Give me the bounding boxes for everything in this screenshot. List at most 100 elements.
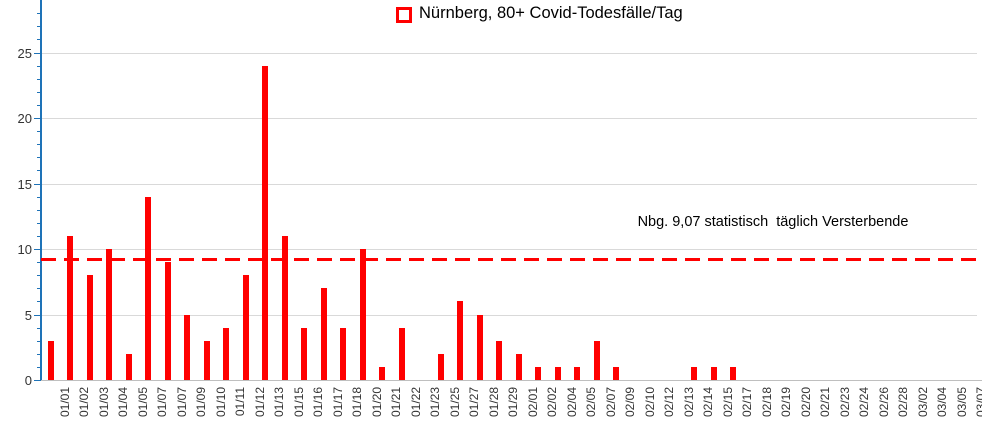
major-tick-5 (34, 314, 41, 316)
major-tick-15 (34, 183, 41, 185)
bar-01/09-value-5 (184, 314, 191, 380)
x-axis-label-26-02/04: 02/04 (564, 387, 579, 418)
bar-02/17-value-1 (730, 366, 737, 380)
x-axis-label-17-01/21: 01/21 (389, 387, 404, 418)
minor-tick-22 (37, 91, 41, 93)
x-axis-label-3-01/04: 01/04 (116, 387, 131, 418)
bar-01/25-value-2 (437, 353, 444, 380)
x-axis-label-45-03/04: 03/04 (935, 387, 950, 418)
bar-01/02-value-11 (67, 235, 74, 380)
x-axis-label-6-01/07: 01/07 (174, 387, 189, 418)
bar-01/16-value-4 (301, 327, 308, 380)
x-axis-label-37-02/19: 02/19 (779, 387, 794, 418)
bar-02/07-value-3 (593, 340, 600, 380)
x-axis-label-41-02/24: 02/24 (857, 387, 872, 418)
minor-tick-28 (37, 13, 41, 15)
x-axis-label-18-01/22: 01/22 (408, 387, 423, 418)
x-axis-label-36-02/18: 02/18 (759, 387, 774, 418)
x-axis-label-40-02/23: 02/23 (837, 387, 852, 418)
y-axis-label-0: 0 (24, 373, 32, 388)
x-axis-label-22-01/28: 01/28 (486, 387, 501, 418)
minor-tick-17 (37, 157, 41, 159)
bar-01/20-value-10 (359, 249, 366, 380)
bar-01/07-value-9 (164, 262, 171, 380)
x-axis-label-42-02/26: 02/26 (876, 387, 891, 418)
x-axis-label-19-01/23: 01/23 (428, 387, 443, 418)
minor-tick-2 (37, 353, 41, 355)
bar-02/15-value-1 (710, 366, 717, 380)
x-axis-label-30-02/10: 02/10 (642, 387, 657, 418)
legend: Nürnberg, 80+ Covid-Todesfälle/Tag (396, 4, 683, 23)
minor-tick-1 (37, 366, 41, 368)
minor-tick-19 (37, 131, 41, 133)
bar-01/17-value-7 (320, 288, 327, 380)
reference-line-annotation: Nbg. 9,07 statistisch täglich Versterben… (637, 214, 909, 230)
gridline-y-25 (41, 52, 977, 54)
bar-02/02-value-1 (535, 366, 542, 380)
bar-01/27-value-6 (457, 301, 464, 380)
bar-02/09-value-1 (613, 366, 620, 380)
y-axis-label-5: 5 (24, 307, 32, 323)
bar-01/21-value-1 (379, 366, 386, 380)
legend-series-label: Nürnberg, 80+ Covid-Todesfälle/Tag (419, 4, 683, 22)
minor-tick-23 (37, 78, 41, 80)
x-axis-label-44-03/02: 03/02 (915, 387, 930, 418)
bar-02/14-value-1 (691, 366, 698, 380)
minor-tick-12 (37, 222, 41, 224)
x-axis-label-7-01/09: 01/09 (194, 387, 209, 418)
bar-01/28-value-5 (476, 314, 483, 380)
y-axis-label-25: 25 (17, 45, 32, 61)
bar-02/04-value-1 (554, 366, 561, 380)
gridline-y-20 (41, 118, 977, 119)
bar-01/10-value-3 (203, 340, 210, 380)
x-axis-label-11-01/13: 01/13 (272, 387, 287, 418)
x-axis-label-1-01/02: 01/02 (77, 387, 92, 418)
y-axis-label-15: 15 (17, 176, 32, 192)
bar-01/29-value-3 (496, 340, 503, 380)
plot-area (41, 0, 977, 380)
x-axis-label-23-01/29: 01/29 (506, 387, 521, 418)
x-axis-label-33-02/14: 02/14 (701, 387, 716, 418)
x-axis-label-35-02/17: 02/17 (740, 387, 755, 418)
x-axis-label-5-01/07: 01/07 (155, 387, 170, 418)
x-axis-label-9-01/11: 01/11 (233, 387, 248, 417)
y-axis-label-20: 20 (17, 111, 32, 126)
bar-01/04-value-10 (106, 249, 113, 380)
minor-tick-6 (37, 301, 41, 303)
minor-tick-26 (37, 39, 41, 41)
y-axis-label-10: 10 (17, 242, 32, 257)
bar-01/05-value-2 (125, 353, 132, 380)
x-axis-label-34-02/15: 02/15 (720, 387, 735, 418)
x-axis-label-28-02/07: 02/07 (603, 387, 618, 418)
minor-tick-11 (37, 235, 41, 237)
minor-tick-14 (37, 196, 41, 198)
x-axis-label-32-02/13: 02/13 (681, 387, 696, 418)
bar-01/12-value-8 (242, 275, 249, 380)
x-axis-label-46-03/05: 03/05 (954, 387, 969, 418)
bar-02/05-value-1 (574, 366, 581, 380)
x-axis-label-0-01/01: 01/01 (57, 387, 72, 418)
x-axis-label-2-01/03: 01/03 (96, 387, 111, 418)
bar-01/13-value-24 (262, 65, 269, 380)
minor-tick-16 (37, 170, 41, 172)
x-axis-label-15-01/18: 01/18 (350, 387, 365, 418)
major-tick-10 (34, 249, 41, 250)
minor-tick-24 (37, 65, 41, 67)
minor-tick-13 (37, 209, 41, 211)
x-axis-label-47-03/07: 03/07 (974, 387, 982, 418)
x-axis-label-20-01/25: 01/25 (447, 387, 462, 418)
major-tick-20 (34, 118, 41, 119)
x-axis-label-27-02/05: 02/05 (584, 387, 599, 418)
x-axis-label-13-01/16: 01/16 (311, 387, 326, 418)
legend-series-marker-icon (396, 6, 412, 23)
x-axis-line (41, 380, 982, 381)
bar-01/01-value-3 (47, 340, 54, 380)
gridline-y-5 (41, 314, 977, 316)
x-axis-label-39-02/21: 02/21 (818, 387, 833, 418)
gridline-y-15 (41, 183, 977, 185)
major-tick-25 (34, 52, 41, 54)
minor-tick-27 (37, 26, 41, 28)
minor-tick-3 (37, 340, 41, 342)
minor-tick-7 (37, 288, 41, 290)
